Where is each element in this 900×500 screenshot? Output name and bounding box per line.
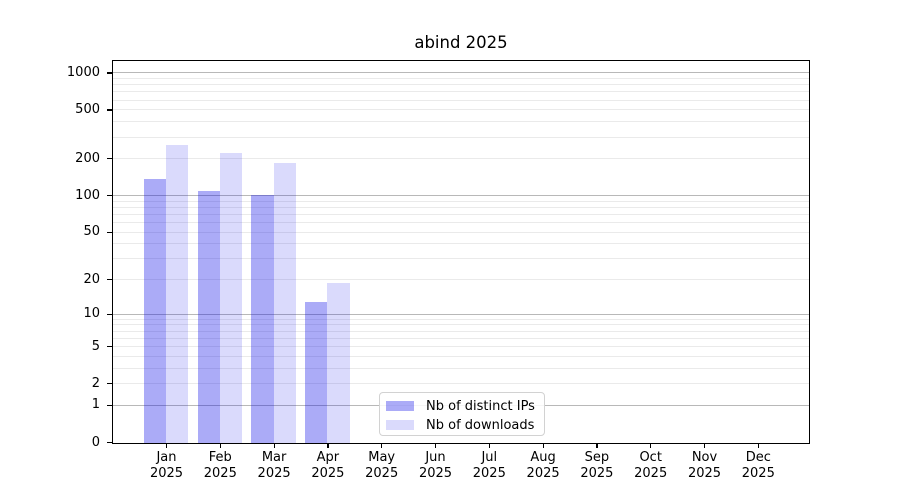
y-tick-mark <box>107 195 112 197</box>
bar-downloads-feb <box>219 152 243 443</box>
legend: Nb of distinct IPs Nb of downloads <box>379 392 545 436</box>
x-tick-mark-nov <box>703 442 706 448</box>
bar-downloads-jan <box>166 144 189 443</box>
legend-label-downloads: Nb of downloads <box>426 417 535 433</box>
chart-title: abind 2025 <box>414 33 508 52</box>
x-tick-label-oct: Oct 2025 <box>634 450 668 481</box>
x-tick-mark-may <box>381 442 383 448</box>
x-tick-mark-jan <box>165 442 168 448</box>
y-tick-mark <box>107 346 112 348</box>
y-tick-label-500: 500 <box>75 101 100 117</box>
y-tick-mark <box>107 383 112 385</box>
y-tick-label-2: 2 <box>91 375 100 391</box>
x-tick-mark-jun <box>434 442 437 448</box>
y-tick-label-10: 10 <box>83 306 100 322</box>
x-tick-mark-dec <box>757 442 759 448</box>
x-tick-mark-apr <box>327 442 329 448</box>
x-tick-label-mar: Mar 2025 <box>257 450 291 481</box>
x-tick-mark-oct <box>650 442 652 448</box>
y-tick-mark <box>107 441 112 444</box>
x-tick-mark-mar <box>273 442 275 448</box>
gridline-minor-200 <box>113 158 809 160</box>
x-tick-mark-feb <box>219 442 221 448</box>
y-tick-label-50: 50 <box>83 224 100 240</box>
y-tick-label-1000: 1000 <box>66 64 100 80</box>
gridline-minor-800 <box>113 84 809 86</box>
legend-item-distinct-ips: Nb of distinct IPs <box>380 397 544 415</box>
gridline-minor-400 <box>113 121 809 123</box>
x-tick-label-may: May 2025 <box>365 450 399 481</box>
x-tick-mark-jul <box>488 442 490 448</box>
gridline-minor-900 <box>113 78 809 79</box>
gridline-minor-300 <box>113 136 809 138</box>
y-tick-label-5: 5 <box>91 338 100 354</box>
legend-label-distinct-ips: Nb of distinct IPs <box>426 398 535 414</box>
x-tick-label-sep: Sep 2025 <box>580 450 614 481</box>
bar-downloads-mar <box>273 162 296 443</box>
bar-ips-mar <box>251 195 274 443</box>
y-tick-label-1: 1 <box>91 397 100 413</box>
legend-item-downloads: Nb of downloads <box>380 416 544 434</box>
x-tick-mark-aug <box>542 442 544 448</box>
gridline-major-1000 <box>113 72 809 74</box>
y-tick-mark <box>107 109 112 111</box>
legend-swatch-distinct-ips <box>386 401 414 411</box>
x-tick-label-aug: Aug 2025 <box>526 450 560 481</box>
x-tick-label-jan: Jan 2025 <box>149 450 184 481</box>
y-tick-label-100: 100 <box>75 187 100 203</box>
y-tick-mark <box>107 72 112 74</box>
gridline-minor-600 <box>113 99 809 101</box>
x-tick-label-dec: Dec 2025 <box>741 450 775 481</box>
gridline-minor-700 <box>113 91 809 93</box>
bar-ips-apr <box>305 301 328 443</box>
legend-swatch-downloads <box>386 420 414 430</box>
y-tick-label-0: 0 <box>91 434 100 450</box>
x-tick-label-jul: Jul 2025 <box>472 450 506 481</box>
x-tick-label-nov: Nov 2025 <box>687 450 722 481</box>
y-tick-mark <box>107 279 112 281</box>
y-tick-label-200: 200 <box>75 150 100 166</box>
y-tick-mark <box>107 231 112 233</box>
x-tick-label-apr: Apr 2025 <box>311 450 345 481</box>
y-tick-label-20: 20 <box>83 271 100 287</box>
y-tick-mark <box>107 158 112 160</box>
x-tick-label-jun: Jun 2025 <box>418 450 453 481</box>
bar-ips-jan <box>143 178 166 443</box>
x-tick-label-feb: Feb 2025 <box>203 450 237 481</box>
plot-area <box>112 60 810 444</box>
y-tick-mark <box>107 313 112 315</box>
bar-ips-feb <box>197 191 220 443</box>
gridline-minor-500 <box>113 109 809 111</box>
y-tick-mark <box>107 404 112 407</box>
x-tick-mark-sep <box>596 442 598 448</box>
bar-downloads-apr <box>327 282 350 443</box>
